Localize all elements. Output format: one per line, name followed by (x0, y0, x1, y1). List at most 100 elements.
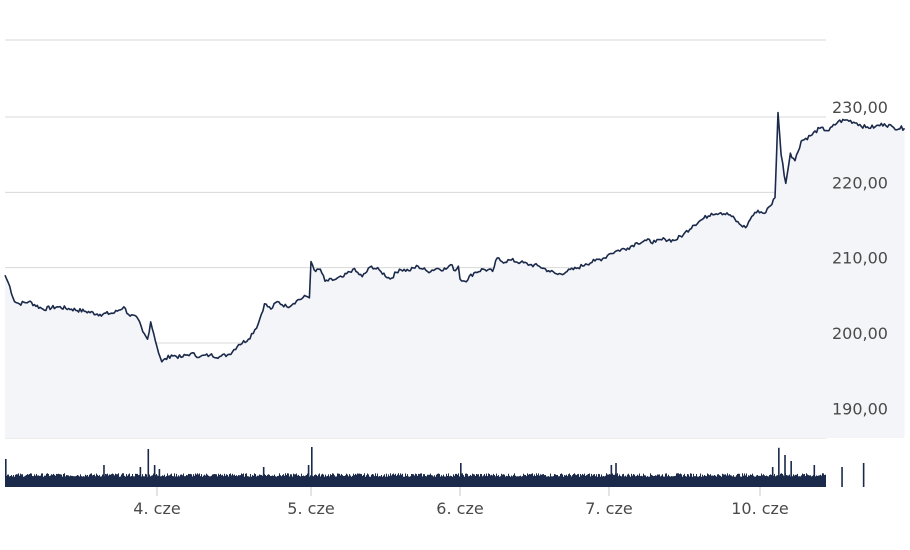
volume-bar (696, 473, 697, 487)
volume-bar (125, 476, 126, 487)
volume-bar (731, 475, 732, 487)
volume-bar (726, 475, 727, 487)
volume-bar (735, 476, 736, 487)
volume-bar (429, 474, 430, 487)
volume-bar (687, 474, 688, 487)
volume-bar (477, 474, 478, 487)
volume-bar (369, 476, 370, 487)
volume-bar (821, 475, 822, 487)
volume-bar (58, 473, 59, 487)
volume-bar (746, 473, 747, 487)
volume-bar (338, 473, 339, 487)
volume-bar (221, 475, 222, 487)
volume-bar (373, 474, 374, 487)
volume-bar (402, 473, 403, 487)
volume-bar (347, 474, 348, 487)
volume-bar (619, 474, 620, 487)
volume-bar (251, 476, 252, 487)
volume-bar (705, 475, 706, 487)
volume-bar (161, 476, 162, 487)
volume-bar (690, 473, 691, 487)
volume-bar (247, 476, 248, 487)
volume-bar (725, 474, 726, 487)
volume-bar (538, 473, 539, 487)
volume-bar (625, 475, 626, 487)
volume-bar (668, 474, 669, 487)
volume-bar (601, 474, 602, 487)
volume-bar (456, 473, 457, 487)
volume-bar (617, 473, 618, 487)
volume-bar (40, 475, 41, 487)
volume-bar (740, 476, 741, 487)
volume-bar (489, 474, 490, 487)
volume-bar (382, 476, 383, 487)
volume-bar (470, 474, 471, 487)
volume-bar (114, 475, 115, 487)
volume-bar (27, 474, 28, 487)
volume-bar (481, 474, 482, 487)
volume-bar (190, 473, 191, 487)
volume-bar (656, 475, 657, 487)
volume-bar (466, 473, 467, 487)
volume-bar (730, 475, 731, 487)
volume-bar (81, 476, 82, 487)
volume-bar (555, 474, 556, 487)
volume-bar-spike (103, 465, 105, 487)
volume-bar (548, 476, 549, 487)
volume-bar (201, 474, 202, 487)
volume-bar (434, 475, 435, 487)
volume-bar-spike (311, 447, 313, 487)
x-tick-label: 10. cze (731, 499, 789, 518)
volume-bar (666, 473, 667, 487)
volume-bar (806, 473, 807, 487)
volume-bar (562, 474, 563, 487)
volume-bar (638, 475, 639, 487)
volume-bar (270, 475, 271, 487)
volume-bar (204, 474, 205, 487)
volume-bar (825, 474, 826, 487)
volume-bar (18, 473, 19, 487)
volume-bar (199, 473, 200, 487)
volume-bar (225, 475, 226, 487)
volume-bar (681, 474, 682, 487)
volume-bar (770, 474, 771, 487)
volume-bar (381, 474, 382, 487)
volume-bar (109, 474, 110, 487)
volume-bar (25, 475, 26, 487)
volume-bar (793, 474, 794, 487)
volume-bar (586, 475, 587, 487)
volume-bar (777, 475, 778, 487)
volume-bar (573, 474, 574, 487)
volume-bar (593, 474, 594, 487)
volume-bar (136, 473, 137, 487)
volume-bar (663, 476, 664, 487)
volume-bar (706, 476, 707, 487)
volume-bar (302, 475, 303, 487)
volume-bar (57, 474, 58, 487)
volume-bar (385, 476, 386, 487)
price-line-layer (4, 111, 906, 363)
volume-bar (635, 476, 636, 487)
volume-bar (707, 473, 708, 487)
volume-bar (590, 476, 591, 487)
volume-bar (624, 476, 625, 487)
volume-bar (492, 475, 493, 487)
volume-bar (763, 474, 764, 487)
volume-bar (15, 474, 16, 487)
volume-bar (818, 475, 819, 487)
volume-bar (290, 474, 291, 487)
volume-bar (677, 473, 678, 487)
volume-bar (436, 474, 437, 487)
volume-bar (758, 475, 759, 487)
volume-bar (642, 476, 643, 487)
volume-bar (282, 475, 283, 487)
volume-bar (650, 473, 651, 487)
volume-bar (144, 476, 145, 487)
volume-bar (499, 476, 500, 487)
volume-bar (301, 473, 302, 487)
volume-bar (224, 473, 225, 487)
volume-bar (744, 473, 745, 487)
volume-bar (716, 476, 717, 487)
volume-bar (479, 476, 480, 487)
